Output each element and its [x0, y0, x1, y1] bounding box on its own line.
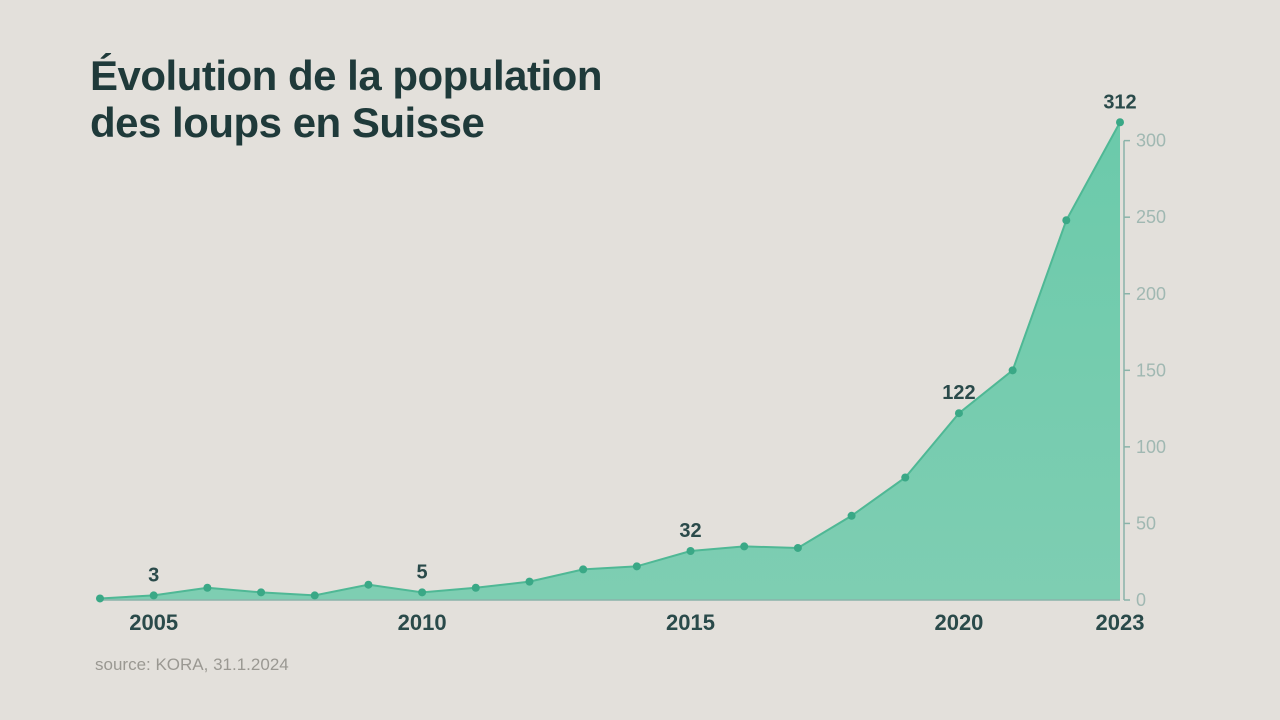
x-tick-label: 2010: [398, 610, 447, 635]
data-point: [1116, 118, 1124, 126]
data-point: [1062, 216, 1070, 224]
data-point: [203, 584, 211, 592]
chart-area: 0 50 100 150 200 250 300 2005 2010 2015 2020 2023 3 5…: [90, 80, 1190, 635]
data-point: [150, 591, 158, 599]
data-point: [418, 588, 426, 596]
data-point: [1009, 366, 1017, 374]
chart-container: Évolution de la population des loups en …: [0, 0, 1280, 720]
data-point: [794, 544, 802, 552]
data-point: [633, 562, 641, 570]
y-tick-label: 150: [1136, 360, 1166, 380]
data-point: [257, 588, 265, 596]
data-point: [579, 565, 587, 573]
data-point: [96, 594, 104, 602]
data-label: 122: [942, 382, 975, 404]
area-fill: [100, 122, 1120, 600]
y-tick-label: 100: [1136, 437, 1166, 457]
chart-source: source: KORA, 31.1.2024: [95, 655, 289, 675]
x-tick-label: 2015: [666, 610, 715, 635]
data-label: 3: [148, 564, 159, 586]
data-label: 5: [417, 561, 428, 583]
data-point: [955, 409, 963, 417]
data-label: 32: [679, 520, 701, 542]
area-chart-svg: 0 50 100 150 200 250 300 2005 2010 2015 2020 2023 3 5…: [90, 80, 1190, 635]
data-point: [472, 584, 480, 592]
y-tick-label: 50: [1136, 513, 1156, 533]
data-label: 312: [1103, 91, 1136, 113]
x-tick-label: 2005: [129, 610, 178, 635]
y-tick-label: 300: [1136, 131, 1166, 151]
data-point: [525, 578, 533, 586]
data-point: [848, 512, 856, 520]
data-point: [901, 474, 909, 482]
y-tick-label: 200: [1136, 284, 1166, 304]
data-point: [364, 581, 372, 589]
x-tick-label: 2023: [1096, 610, 1145, 635]
data-point: [687, 547, 695, 555]
y-tick-label: 250: [1136, 207, 1166, 227]
data-point: [740, 542, 748, 550]
data-point: [311, 591, 319, 599]
y-tick-label: 0: [1136, 590, 1146, 610]
x-tick-label: 2020: [934, 610, 983, 635]
